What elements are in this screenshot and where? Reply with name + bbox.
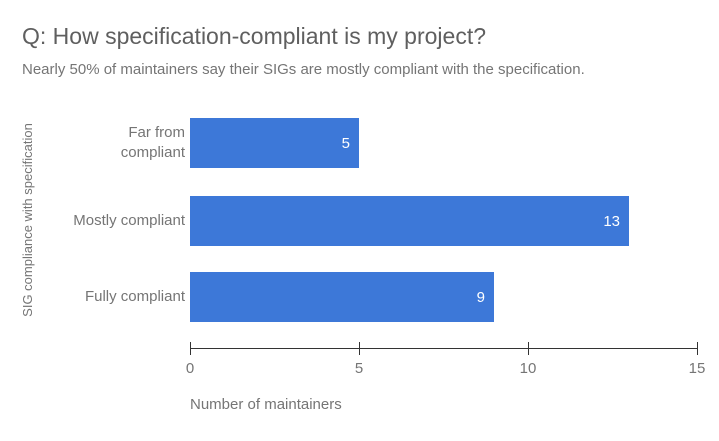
bar-value-label: 9 <box>476 288 485 306</box>
category-label: Mostly compliant <box>73 211 185 229</box>
x-axis-tick-label: 10 <box>519 360 537 377</box>
chart-subtitle: Nearly 50% of maintainers say their SIGs… <box>22 61 585 78</box>
x-axis-tick-label: 5 <box>354 360 364 377</box>
bar: 9 <box>190 272 494 322</box>
bar: 5 <box>190 118 359 168</box>
x-axis-title: Number of maintainers <box>190 396 342 413</box>
x-axis-line <box>190 348 698 349</box>
bar-value-label: 5 <box>341 134 350 152</box>
bar: 13 <box>190 196 629 246</box>
x-axis-tick-label: 0 <box>185 360 195 377</box>
bar-value-label: 13 <box>603 212 620 230</box>
category-label: Fully compliant <box>84 287 185 305</box>
y-axis-title: SIG compliance with specification <box>20 123 35 317</box>
category-label: Far from compliant <box>120 123 185 161</box>
chart-title: Q: How specification-compliant is my pro… <box>22 23 486 49</box>
y-axis-title-wrap: SIG compliance with specification <box>20 118 35 322</box>
x-axis-tick-label: 15 <box>688 360 706 377</box>
